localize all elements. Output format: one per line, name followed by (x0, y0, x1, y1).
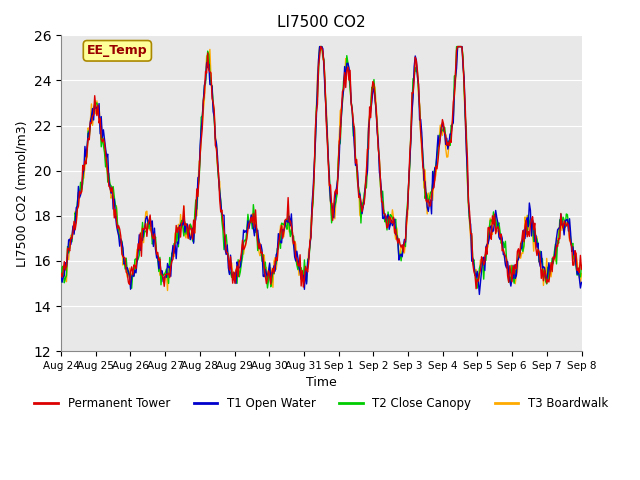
T1 Open Water (476, 291, 483, 297)
Title: LI7500 CO2: LI7500 CO2 (277, 15, 365, 30)
Permanent Tower (276, 227, 284, 233)
T2 Close Canopy (578, 263, 586, 268)
Permanent Tower (374, 146, 382, 152)
T2 Close Canopy (220, 247, 228, 252)
T2 Close Canopy (532, 234, 540, 240)
Permanent Tower (219, 218, 227, 224)
Permanent Tower (441, 130, 449, 135)
Line: T2 Close Canopy: T2 Close Canopy (61, 47, 582, 288)
Line: T3 Boardwalk: T3 Boardwalk (61, 47, 582, 290)
T1 Open Water (349, 125, 357, 131)
T3 Boardwalk (164, 288, 172, 293)
T3 Boardwalk (532, 244, 540, 250)
T3 Boardwalk (316, 44, 323, 49)
T3 Boardwalk (351, 142, 358, 148)
T1 Open Water (219, 212, 227, 218)
Y-axis label: LI7500 CO2 (mmol/m3): LI7500 CO2 (mmol/m3) (15, 120, 28, 266)
T3 Boardwalk (442, 145, 449, 151)
Permanent Tower (472, 286, 480, 291)
T3 Boardwalk (376, 157, 383, 163)
T1 Open Water (441, 130, 449, 135)
Permanent Tower (317, 44, 324, 49)
Permanent Tower (349, 119, 357, 125)
T2 Close Canopy (376, 159, 383, 165)
Text: EE_Temp: EE_Temp (87, 44, 148, 57)
X-axis label: Time: Time (306, 376, 337, 389)
Line: T1 Open Water: T1 Open Water (61, 47, 582, 294)
T2 Close Canopy (442, 134, 449, 140)
T3 Boardwalk (220, 228, 228, 234)
T3 Boardwalk (578, 271, 586, 276)
T1 Open Water (374, 139, 382, 144)
T1 Open Water (316, 44, 323, 49)
T1 Open Water (578, 279, 586, 285)
T2 Close Canopy (316, 44, 323, 49)
T2 Close Canopy (278, 220, 285, 226)
Permanent Tower (578, 266, 586, 272)
Permanent Tower (57, 270, 65, 276)
T1 Open Water (532, 232, 540, 238)
T1 Open Water (57, 272, 65, 278)
T1 Open Water (276, 239, 284, 245)
T3 Boardwalk (57, 274, 65, 279)
T2 Close Canopy (351, 124, 358, 130)
T3 Boardwalk (278, 221, 285, 227)
Legend: Permanent Tower, T1 Open Water, T2 Close Canopy, T3 Boardwalk: Permanent Tower, T1 Open Water, T2 Close… (30, 392, 612, 415)
Permanent Tower (532, 245, 540, 251)
T2 Close Canopy (128, 286, 136, 291)
Line: Permanent Tower: Permanent Tower (61, 47, 582, 288)
T2 Close Canopy (57, 279, 65, 285)
